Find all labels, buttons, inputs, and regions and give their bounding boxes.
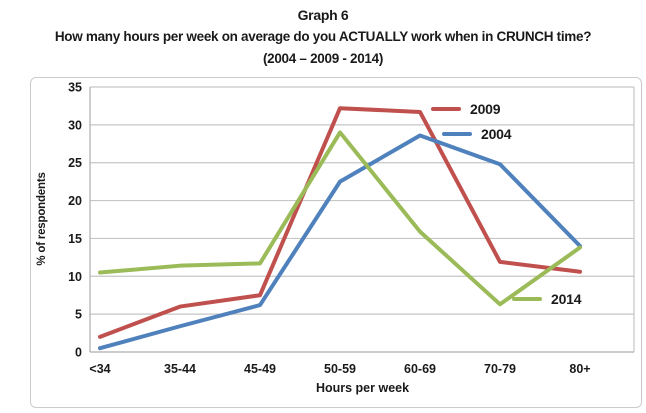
- y-tick-label: 35: [68, 81, 82, 95]
- y-axis-title: % of respondents: [36, 172, 48, 266]
- chart-subtitle-years: (2004 – 2009 - 2014): [262, 51, 384, 66]
- x-tick-label: <34: [89, 362, 110, 376]
- chart-title: Graph 6: [297, 7, 349, 23]
- x-tick-label: 35-44: [164, 362, 196, 376]
- chart-area: 0 5 10 15 20 25 30 35 <34 35-44 45-49 50-59 60-69 70-…: [30, 77, 642, 408]
- x-tick-label: 50-59: [324, 362, 356, 376]
- x-tick-label: 45-49: [244, 362, 276, 376]
- series-line-2004: [98, 133, 582, 351]
- plot-canvas: 0 5 10 15 20 25 30 35 <34 35-44 45-49 50-59 60-69 70-…: [68, 81, 635, 376]
- legend-swatch-2004: [442, 131, 472, 137]
- legend-swatch-2014: [512, 296, 542, 302]
- chart-subtitle-question: How many hours per week on average do yo…: [54, 29, 592, 44]
- legend-item-2004: 2004: [442, 125, 512, 143]
- y-tick-label: 5: [75, 308, 82, 322]
- legend-swatch-2009: [431, 106, 461, 112]
- legend-label-2009: 2009: [470, 101, 501, 117]
- y-tick-label: 30: [68, 118, 82, 132]
- legend-item-2009: 2009: [431, 100, 501, 118]
- x-tick-label: 60-69: [404, 362, 436, 376]
- x-tick-label: 70-79: [484, 362, 516, 376]
- series-line-2009: [98, 106, 582, 339]
- y-tick-label: 10: [68, 270, 82, 284]
- legend-label-2004: 2004: [481, 126, 512, 142]
- legend-item-2014: 2014: [512, 290, 582, 308]
- x-tick-label: 80+: [569, 362, 590, 376]
- legend-label-2014: 2014: [551, 291, 582, 307]
- series-line-2014: [98, 130, 582, 307]
- y-tick-label: 0: [75, 346, 82, 360]
- y-tick-label: 25: [68, 156, 82, 170]
- y-tick-label: 15: [68, 232, 82, 246]
- x-axis-title: Hours per week: [315, 381, 410, 395]
- y-tick-label: 20: [68, 194, 82, 208]
